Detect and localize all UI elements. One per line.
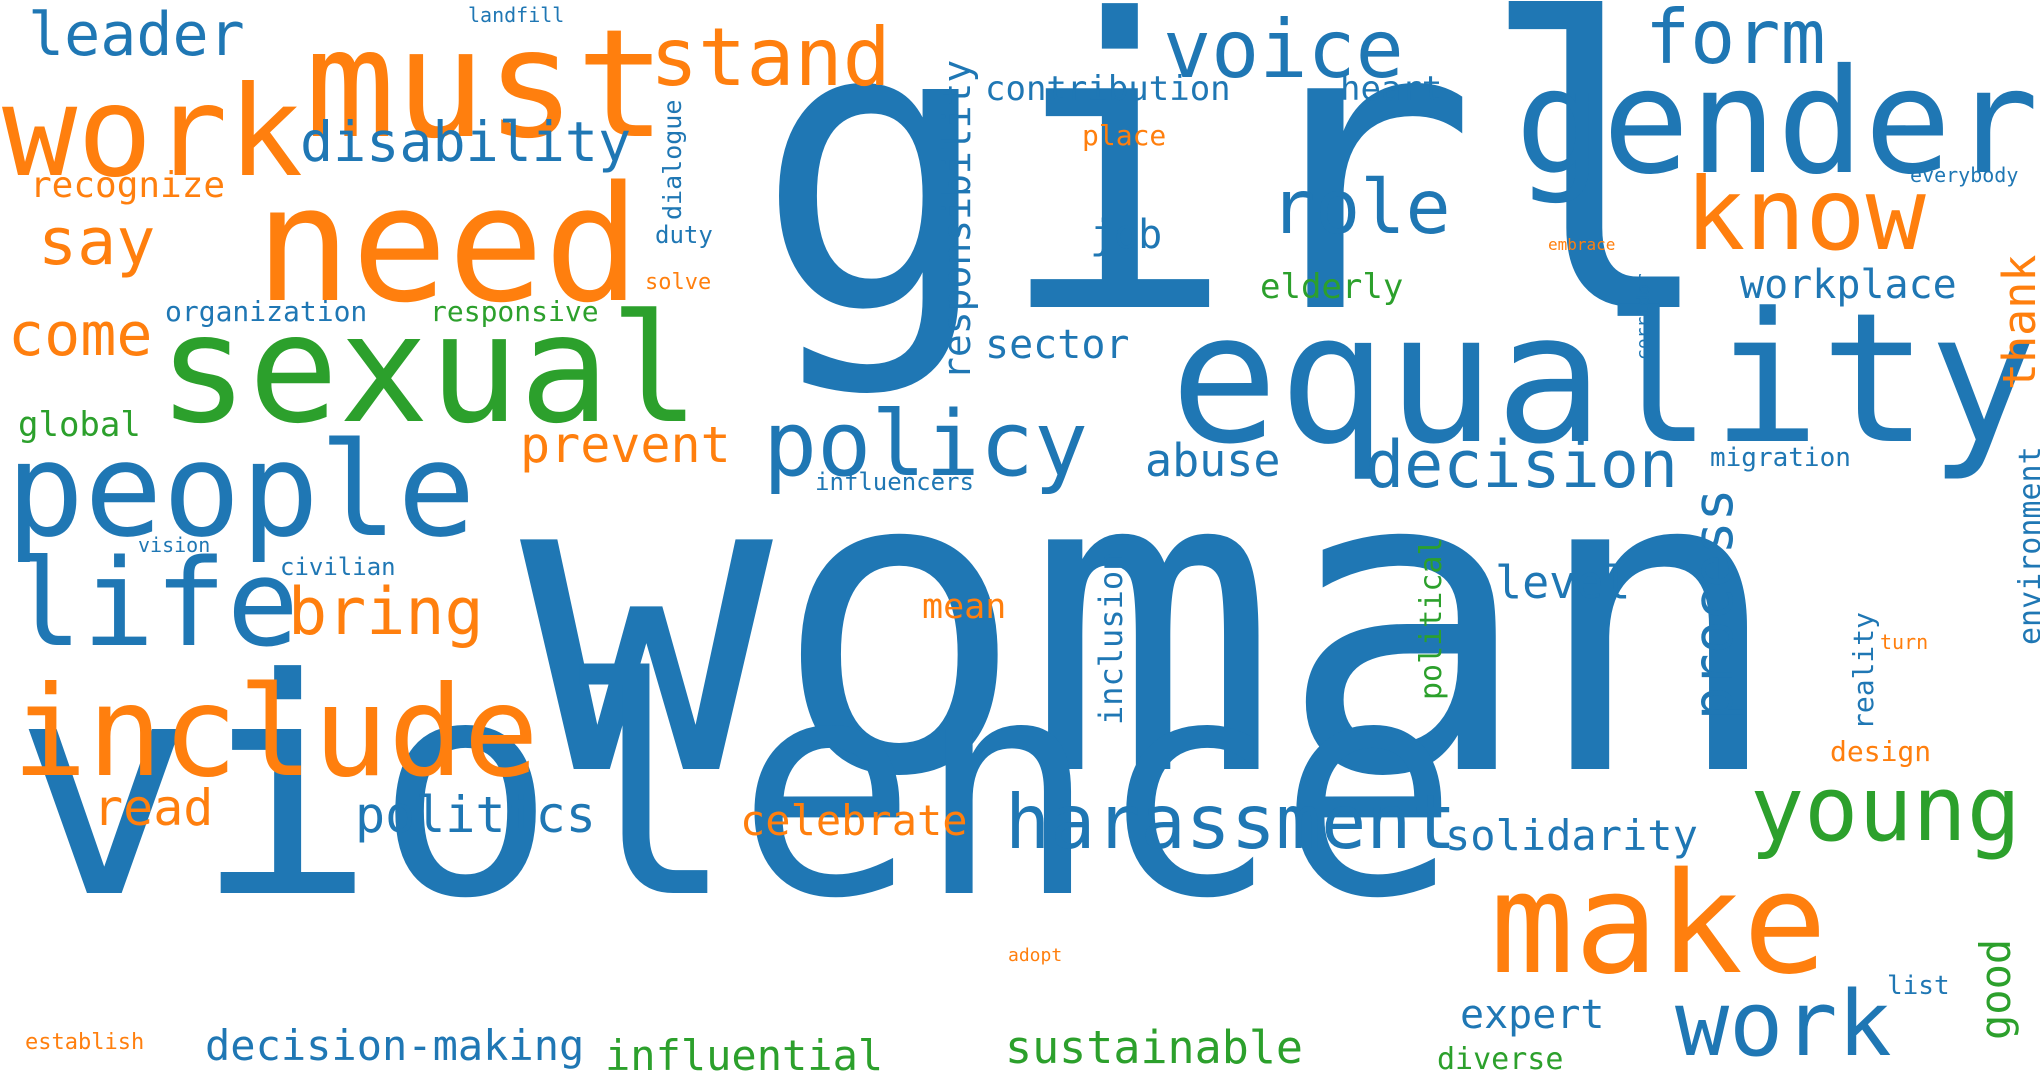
- word-good: good: [1971, 938, 2020, 1040]
- word-everybody: everybody: [1910, 163, 2019, 187]
- word-decision: decision: [1365, 428, 1679, 503]
- word-disability: disability: [300, 110, 632, 174]
- word-corridor: corridor: [1633, 273, 1654, 360]
- word-life: life: [10, 535, 299, 674]
- word-young: young: [1750, 757, 2021, 862]
- word-stand: stand: [650, 11, 891, 104]
- word-dialogue: dialogue: [658, 99, 687, 220]
- word-bring: bring: [288, 575, 484, 650]
- word-vision: vision: [138, 533, 211, 557]
- word-mean: mean: [922, 587, 1007, 627]
- word-organization: organization: [165, 295, 368, 328]
- word-read: read: [93, 779, 214, 837]
- word-political: political: [1414, 537, 1449, 700]
- word-design: design: [1830, 735, 1932, 768]
- word-harassment: harassment: [1005, 778, 1457, 866]
- word-role: role: [1270, 163, 1451, 251]
- word-recognize: recognize: [30, 165, 226, 206]
- word-list: list: [1887, 971, 1950, 1001]
- word-civilian: civilian: [280, 553, 396, 581]
- word-politics: politics: [355, 786, 596, 844]
- word-migration: migration: [1710, 443, 1851, 473]
- word-woman: woman: [520, 380, 1785, 869]
- word-heart: heart: [1340, 69, 1443, 109]
- word-process: process: [1681, 488, 1745, 720]
- word-establish: establish: [25, 1030, 145, 1055]
- word-diverse: diverse: [1437, 1042, 1564, 1077]
- word-embrace: embrace: [1548, 235, 1616, 254]
- word-sexual: sexual: [158, 283, 700, 457]
- word-equality: equality: [1170, 275, 2037, 484]
- word-policy: policy: [763, 392, 1089, 497]
- word-thank: thank: [1993, 254, 2040, 390]
- word-responsive: responsive: [430, 295, 599, 328]
- word-global: global: [18, 405, 141, 445]
- word-solidarity: solidarity: [1445, 811, 1698, 860]
- word-solve: solve: [645, 270, 712, 295]
- word-level: level: [1495, 556, 1631, 609]
- word-must: must: [305, 0, 667, 172]
- word-know: know: [1685, 156, 1926, 273]
- word-influencers: influencers: [815, 468, 974, 496]
- word-say: say: [38, 205, 156, 280]
- word-turn: turn: [1880, 630, 1929, 654]
- word-environment: environment: [2013, 446, 2040, 645]
- word-work-top: work: [2, 60, 304, 205]
- word-responsibility: responsibility: [935, 59, 979, 380]
- word-prevent: prevent: [520, 416, 731, 474]
- word-violence: violence: [14, 615, 1459, 964]
- word-contribution: contribution: [985, 69, 1231, 109]
- word-form: form: [1645, 0, 1826, 81]
- word-make: make: [1490, 843, 1828, 1006]
- word-elderly: elderly: [1260, 267, 1404, 307]
- word-adopt: adopt: [1008, 945, 1063, 966]
- word-expert: expert: [1460, 992, 1605, 1038]
- word-reality: reality: [1847, 611, 1880, 730]
- word-sector: sector: [985, 322, 1130, 368]
- word-gender: gender: [1515, 38, 2039, 207]
- word-leader: leader: [28, 0, 245, 70]
- word-workplace: workplace: [1740, 262, 1957, 308]
- word-place: place: [1082, 119, 1167, 152]
- word-celebrate: celebrate: [740, 796, 968, 845]
- word-influential: influential: [605, 1031, 884, 1080]
- word-sustainable: sustainable: [1005, 1021, 1304, 1074]
- word-need: need: [255, 151, 641, 338]
- word-abuse: abuse: [1145, 434, 1281, 487]
- word-come: come: [8, 300, 153, 370]
- word-girl: girl: [755, 0, 1719, 402]
- word-duty: duty: [655, 221, 713, 249]
- word-landfill: landfill: [468, 3, 565, 27]
- word-job: job: [1090, 212, 1163, 258]
- word-voice: voice: [1163, 3, 1404, 96]
- word-decision-making: decision-making: [205, 1021, 585, 1070]
- word-inclusion: inclusion: [1092, 551, 1130, 725]
- word-work-bottom: work: [1675, 972, 1892, 1077]
- word-people: people: [6, 414, 476, 566]
- word-include: include: [12, 660, 539, 805]
